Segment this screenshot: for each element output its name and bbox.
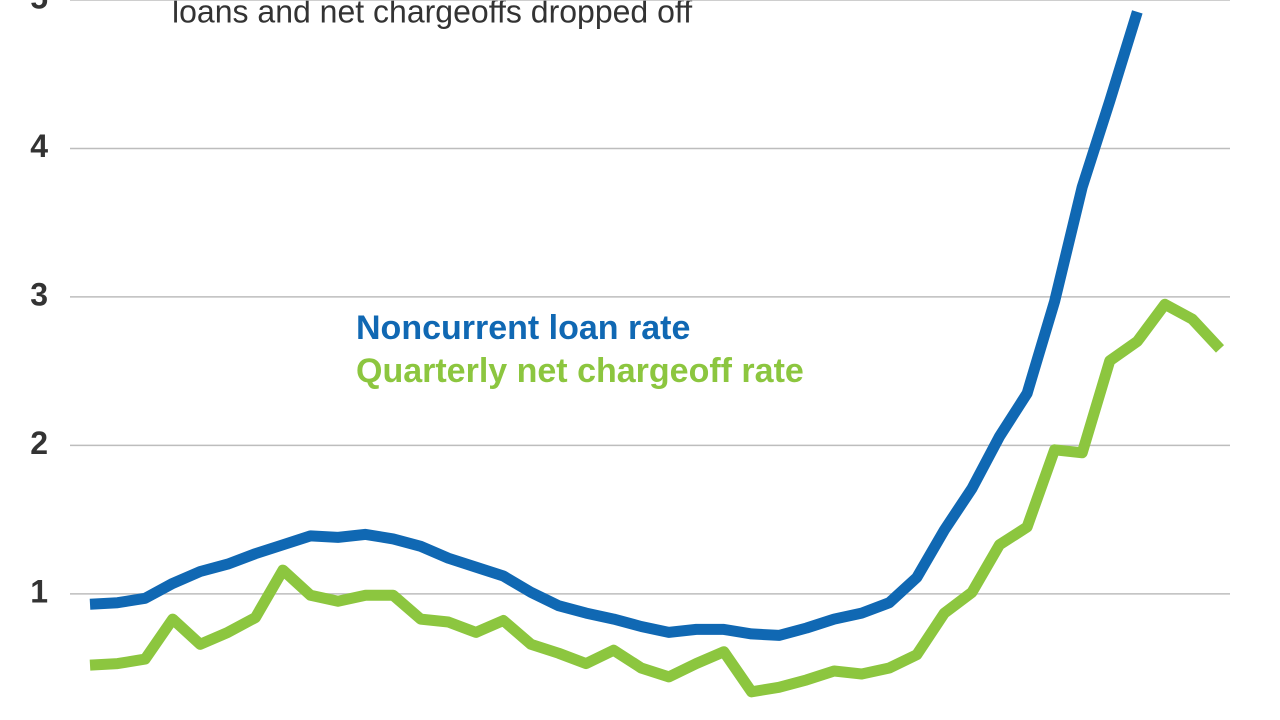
legend-label: Noncurrent loan rate [356, 309, 690, 347]
legend-label: Quarterly net chargeoff rate [356, 352, 804, 390]
y-tick-label: 1 [30, 573, 48, 609]
line-series [89, 298, 1225, 698]
line-series [89, 10, 1143, 641]
y-tick-label: 2 [30, 425, 48, 461]
annotation: loans and net chargeoffs dropped off [172, 0, 692, 29]
y-tick-label: 4 [30, 128, 48, 164]
y-tick-label: 5 [30, 0, 48, 15]
y-tick-label: 3 [30, 276, 48, 312]
